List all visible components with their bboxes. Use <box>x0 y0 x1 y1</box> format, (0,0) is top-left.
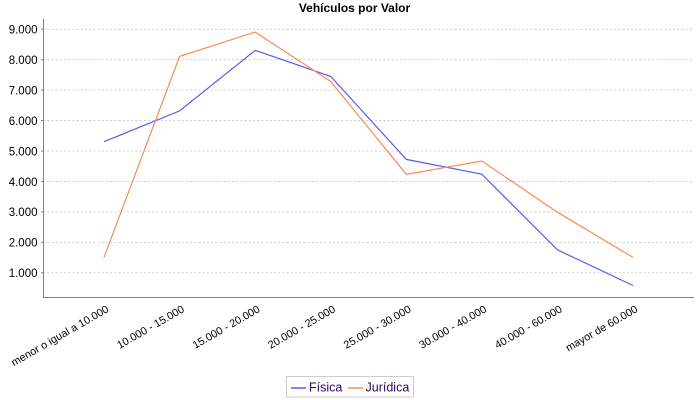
svg-text:Física: Física <box>309 381 342 395</box>
svg-text:4.000: 4.000 <box>9 177 38 189</box>
svg-text:9.000: 9.000 <box>9 25 38 37</box>
svg-text:3.000: 3.000 <box>9 207 38 219</box>
svg-text:2.000: 2.000 <box>9 238 38 250</box>
svg-text:5.000: 5.000 <box>9 146 38 158</box>
svg-text:6.000: 6.000 <box>9 116 38 128</box>
svg-text:Vehículos por Valor: Vehículos por Valor <box>299 1 411 15</box>
svg-text:7.000: 7.000 <box>9 85 38 97</box>
svg-text:1.000: 1.000 <box>9 268 38 280</box>
svg-text:8.000: 8.000 <box>9 55 38 67</box>
svg-text:Jurídica: Jurídica <box>366 381 410 395</box>
